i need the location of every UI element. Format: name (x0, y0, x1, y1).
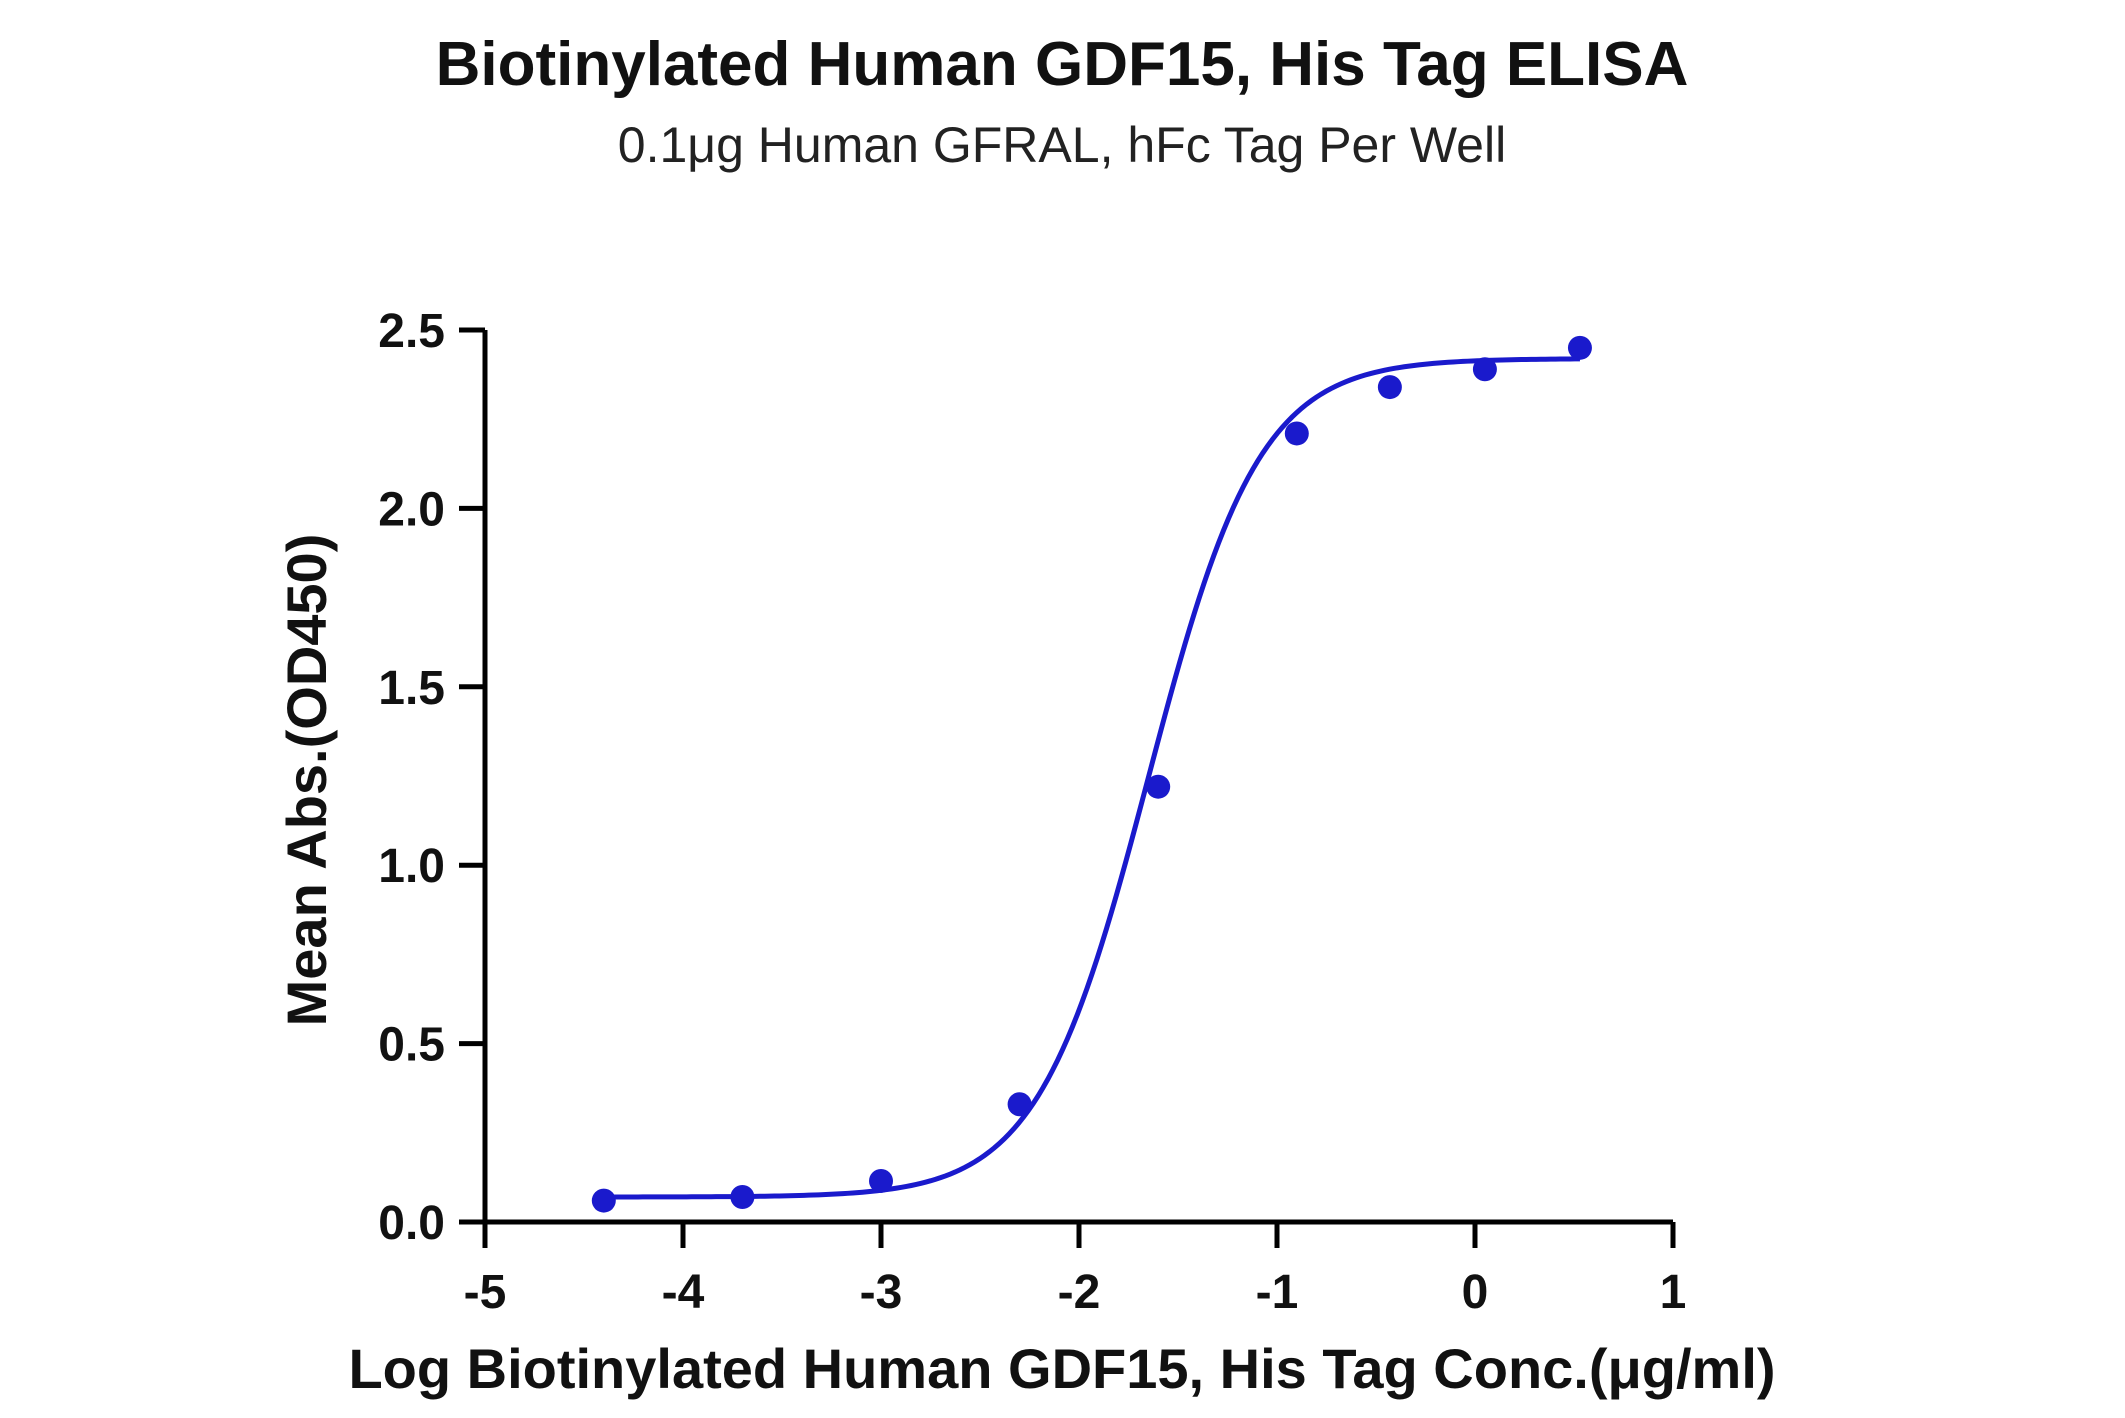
y-axis-label: Mean Abs.(OD450) (275, 534, 338, 1027)
x-axis-label: Log Biotinylated Human GDF15, His Tag Co… (348, 1337, 1775, 1400)
data-point (1472, 357, 1497, 382)
y-tick-label: 1.0 (378, 840, 445, 893)
chart-subtitle: 0.1μg Human GFRAL, hFc Tag Per Well (618, 117, 1506, 173)
data-point (730, 1185, 755, 1210)
data-point (1284, 421, 1309, 446)
x-tick-label: -2 (1058, 1266, 1101, 1319)
x-tick-label: -1 (1256, 1266, 1299, 1319)
y-axis-ticks: 0.0 0.5 1.0 1.5 2.0 2.5 (378, 305, 485, 1250)
fit-curve (603, 356, 1580, 1200)
data-point (869, 1168, 893, 1193)
y-tick-label: 1.5 (378, 662, 445, 715)
data-point (591, 1188, 616, 1213)
data-points (591, 335, 1592, 1213)
data-point (1567, 335, 1592, 360)
x-tick-label: 1 (1660, 1266, 1687, 1319)
y-tick-label: 2.0 (378, 483, 445, 536)
data-point (1377, 375, 1402, 400)
y-tick-label: 0.0 (378, 1197, 445, 1250)
x-tick-label: -5 (464, 1266, 507, 1319)
y-tick-label: 0.5 (378, 1019, 445, 1072)
x-tick-label: 0 (1462, 1266, 1489, 1319)
chart-title: Biotinylated Human GDF15, His Tag ELISA (436, 30, 1689, 99)
x-tick-label: -3 (860, 1266, 903, 1319)
axes (482, 330, 1673, 1225)
x-tick-label: -4 (662, 1266, 705, 1319)
data-point (1146, 774, 1171, 799)
y-tick-label: 2.5 (378, 305, 445, 358)
x-axis-ticks: -5 -4 -3 -2 -1 0 1 (464, 1222, 1687, 1319)
data-point (1007, 1092, 1032, 1117)
